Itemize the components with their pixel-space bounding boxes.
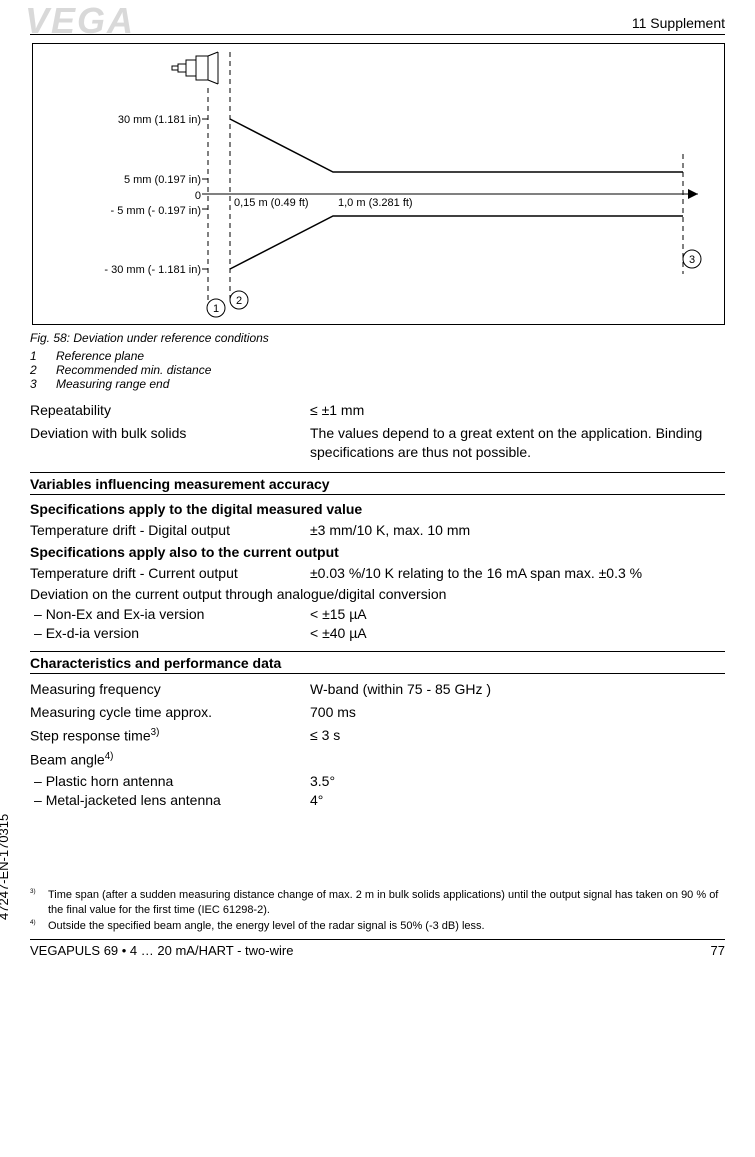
svg-text:3: 3 [689,254,695,266]
svg-text:5 mm (0.197 in): 5 mm (0.197 in) [124,174,201,186]
bullet-value: < ±40 µA [310,625,725,641]
spec-row: Temperature drift - Digital output ±3 mm… [30,521,725,540]
legend-text: Reference plane [56,349,144,363]
bullet-row: Metal-jacketed lens antenna 4° [30,792,725,808]
bullet-row: Ex-d-ia version < ±40 µA [30,625,725,641]
legend-num: 1 [30,349,56,363]
logo: VEGA [25,0,135,42]
subheading: Specifications apply also to the current… [30,544,725,560]
spec-value: ±3 mm/10 K, max. 10 mm [310,521,725,540]
figure-legend: 1Reference plane 2Recommended min. dista… [30,349,725,391]
spec-row: Measuring frequency W-band (within 75 - … [30,680,725,699]
spec-row: Step response time3) ≤ 3 s [30,726,725,746]
spec-value: W-band (within 75 - 85 GHz ) [310,680,725,699]
spec-row: Repeatability ≤ ±1 mm [30,401,725,420]
spec-label: Beam angle4) [30,750,310,770]
bullet-value: 3.5° [310,773,725,789]
document-code: 47247-EN-170315 [0,814,11,920]
spec-label: Temperature drift - Current output [30,564,310,583]
legend-text: Measuring range end [56,377,169,391]
section-heading-performance: Characteristics and performance data [30,651,725,674]
spec-label: Measuring cycle time approx. [30,703,310,722]
spec-value: ≤ ±1 mm [310,401,725,420]
full-line-text: Deviation on the current output through … [30,586,725,602]
bullet-row: Plastic horn antenna 3.5° [30,773,725,789]
svg-text:1: 1 [213,303,219,315]
footnote-text: Outside the specified beam angle, the en… [48,919,725,933]
subheading: Specifications apply to the digital meas… [30,501,725,517]
page-footer: VEGAPULS 69 • 4 … 20 mA/HART - two-wire … [30,939,725,958]
spec-label: Step response time3) [30,726,310,746]
bullet-row: Non-Ex and Ex-ia version < ±15 µA [30,606,725,622]
footnote: 3) Time span (after a sudden measuring d… [30,888,725,917]
legend-text: Recommended min. distance [56,363,211,377]
spec-value [310,750,725,770]
bullet-label: Non-Ex and Ex-ia version [30,606,310,622]
spec-row: Deviation with bulk solids The values de… [30,424,725,462]
spec-label: Deviation with bulk solids [30,424,310,462]
spec-row: Beam angle4) [30,750,725,770]
bullet-label: Metal-jacketed lens antenna [30,792,310,808]
svg-text:- 5 mm (- 0.197 in): - 5 mm (- 0.197 in) [111,205,201,217]
svg-text:0: 0 [195,190,201,202]
figure-caption: Fig. 58: Deviation under reference condi… [30,331,725,345]
bullet-value: 4° [310,792,725,808]
spec-value: 700 ms [310,703,725,722]
page-number: 77 [711,943,725,958]
bullet-label: Plastic horn antenna [30,773,310,789]
spec-label: Temperature drift - Digital output [30,521,310,540]
spec-row: Measuring cycle time approx. 700 ms [30,703,725,722]
footnote-num: 4) [30,919,48,933]
footnote-num: 3) [30,888,48,917]
legend-num: 2 [30,363,56,377]
spec-value: The values depend to a great extent on t… [310,424,725,462]
spec-label: Repeatability [30,401,310,420]
svg-text:1,0 m (3.281 ft): 1,0 m (3.281 ft) [338,197,413,209]
svg-text:0,15 m (0.49 ft): 0,15 m (0.49 ft) [234,197,309,209]
bullet-label: Ex-d-ia version [30,625,310,641]
figure-deviation: 30 mm (1.181 in) 5 mm (0.197 in) 0 - 5 m… [32,43,725,325]
legend-num: 3 [30,377,56,391]
footnote: 4) Outside the specified beam angle, the… [30,919,725,933]
spec-value: ≤ 3 s [310,726,725,746]
footnotes: 3) Time span (after a sudden measuring d… [30,888,725,933]
spec-row: Temperature drift - Current output ±0.03… [30,564,725,583]
svg-text:30 mm (1.181 in): 30 mm (1.181 in) [118,114,201,126]
section-heading-accuracy: Variables influencing measurement accura… [30,472,725,495]
svg-text:2: 2 [236,295,242,307]
svg-text:- 30 mm (- 1.181 in): - 30 mm (- 1.181 in) [104,264,201,276]
spec-value: ±0.03 %/10 K relating to the 16 mA span … [310,564,725,583]
footer-left: VEGAPULS 69 • 4 … 20 mA/HART - two-wire [30,943,293,958]
footnote-text: Time span (after a sudden measuring dist… [48,888,725,917]
spec-label: Measuring frequency [30,680,310,699]
bullet-value: < ±15 µA [310,606,725,622]
